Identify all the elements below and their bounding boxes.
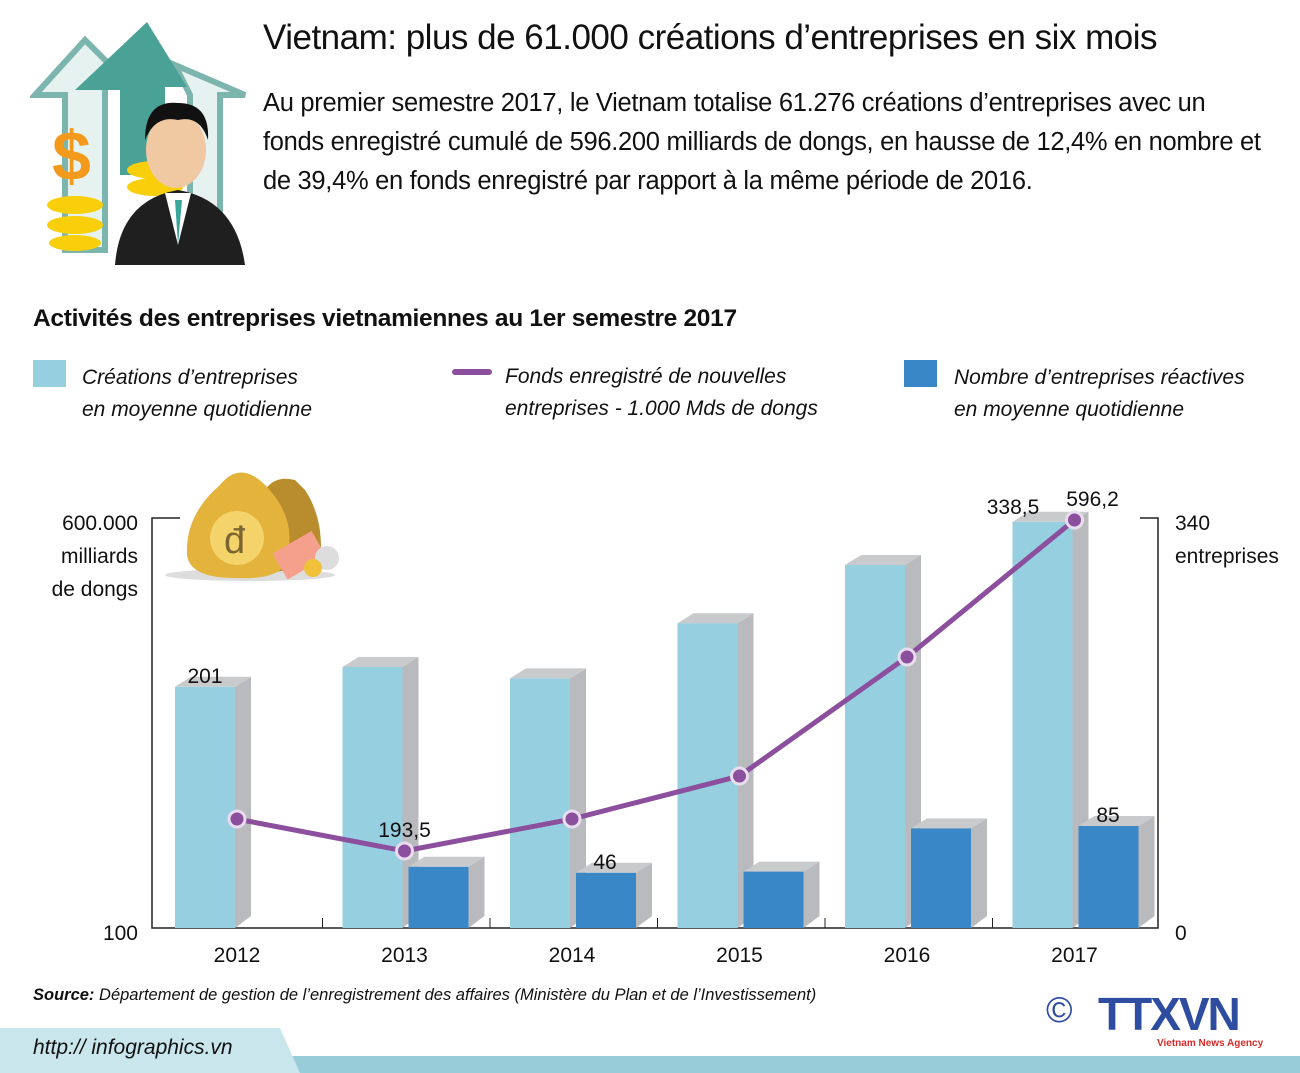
footer-url-tab <box>0 1028 300 1073</box>
legend-creations: Créations d’entreprises en moyenne quotid… <box>82 362 312 426</box>
line-point-2016 <box>897 647 917 667</box>
data-label-fonds-2017: 596,2 <box>1066 488 1119 511</box>
bar-creations-2012-side <box>235 676 251 928</box>
bar-reactives-2015-top <box>743 861 820 872</box>
bar-creations-2017 <box>1012 521 1073 928</box>
legend-text: Nombre d’entreprises réactives <box>954 366 1245 389</box>
right-axis-top-label: 340 entreprises <box>1175 507 1279 573</box>
chart-area: 2012 2013 2014 2015 2016 2017 201 193,5 46 338,5 5… <box>151 488 1159 967</box>
data-label-creations-2017: 338,5 <box>987 496 1040 519</box>
line-point-2015 <box>730 766 749 786</box>
bar-creations-2013 <box>342 667 403 928</box>
data-label-reactives-2017: 85 <box>1096 804 1119 827</box>
data-label-reactives-2014: 46 <box>593 851 616 874</box>
x-tick-label-2012: 2012 <box>214 944 261 967</box>
legend-text: Fonds enregistré de nouvelles <box>505 365 787 388</box>
axis-text: 340 <box>1175 512 1211 535</box>
source-note: Source: Département de gestion de l’enre… <box>33 986 816 1005</box>
bar-reactives-2017 <box>1078 826 1139 928</box>
bar-reactives-2013-side <box>468 856 485 928</box>
line-point-2017 <box>1065 510 1084 530</box>
copyright-icon: © <box>1046 989 1073 1030</box>
svg-text:$: $ <box>52 117 91 195</box>
ttxvn-logo: TTXVN <box>1098 988 1241 1040</box>
businessman-growth-illustration: $ <box>30 22 247 265</box>
bar-creations-2015 <box>677 623 738 928</box>
line-point-2013 <box>395 841 414 861</box>
line-point-2014 <box>562 809 582 829</box>
bar-creations-2016-top <box>845 555 921 565</box>
line-point-2012 <box>227 809 247 829</box>
x-tick-label-2015: 2015 <box>716 944 763 967</box>
bar-creations-2013-top <box>342 657 419 667</box>
chart-title: Activités des entreprises vietnamiennes … <box>33 305 737 332</box>
bar-reactives-2014-top <box>576 862 652 873</box>
legend-fonds: Fonds enregistré de nouvelles entreprises… <box>505 361 818 425</box>
intro-paragraph: Au premier semestre 2017, le Vietnam tot… <box>263 89 1261 195</box>
bar-reactives-2013-top <box>408 856 485 867</box>
axis-text: entreprises <box>1175 545 1279 568</box>
legend-text: entreprises - 1.000 Mds de dongs <box>505 397 818 420</box>
legend-swatch-fonds <box>452 369 492 375</box>
legend-text: en moyenne quotidienne <box>954 398 1185 421</box>
bar-reactives-2017-top <box>1078 816 1155 826</box>
x-tick-label-2014: 2014 <box>549 944 596 967</box>
x-tick-label-2013: 2013 <box>381 944 428 967</box>
source-text: Département de gestion de l’enregistreme… <box>94 986 817 1004</box>
right-axis-bottom-label: 0 <box>1175 922 1187 945</box>
website-link[interactable]: http:// infographics.vn <box>33 1036 233 1059</box>
bar-reactives-2017-side <box>1138 816 1155 928</box>
bar-creations-2016 <box>845 565 905 928</box>
legend-reactives: Nombre d’entreprises réactives en moyenne… <box>954 362 1245 426</box>
legend-text: Créations d’entreprises <box>82 366 298 389</box>
footer-bar <box>0 1056 1300 1073</box>
axis-frame <box>151 517 1159 929</box>
bar-reactives-2016-top <box>911 818 987 829</box>
axis-text: milliards <box>60 545 138 568</box>
ttxvn-logo-subtitle: Vietnam News Agency <box>1157 1038 1264 1049</box>
bar-creations-2012-top <box>175 676 251 687</box>
left-axis-top-label: 600.000 milliards de dongs <box>30 507 138 606</box>
bar-reactives-2015-side <box>803 861 820 928</box>
axis-text: 600.000 <box>62 512 138 535</box>
money-bag-icon: đ <box>165 472 339 581</box>
legend-swatch-reactives <box>904 360 937 387</box>
bar-creations-2014-top <box>510 668 586 679</box>
data-label-fonds-2013: 193,5 <box>378 819 431 842</box>
bar-reactives-2014 <box>576 872 636 928</box>
bar-creations-2014 <box>510 678 570 928</box>
bar-reactives-2016 <box>911 828 971 928</box>
page-title: Vietnam: plus de 61.000 créations d’entr… <box>263 18 1157 57</box>
bar-creations-2015-top <box>677 613 754 624</box>
bar-reactives-2015 <box>743 871 804 928</box>
bar-reactives-2013 <box>408 866 469 928</box>
bar-reactives-2014-side <box>636 862 652 928</box>
bar-reactives-2016-side <box>971 818 987 928</box>
bar-creations-2014-side <box>570 668 586 928</box>
legend-swatch-creations <box>33 360 66 387</box>
axis-lines <box>151 517 1159 929</box>
line-fonds <box>236 518 1077 854</box>
axis-text: de dongs <box>51 578 138 601</box>
svg-text:đ: đ <box>224 520 246 562</box>
bar-creations-2012 <box>175 686 235 928</box>
left-axis-bottom-label: 100 <box>102 922 138 945</box>
x-tick-label-2017: 2017 <box>1051 944 1098 967</box>
legend-text: en moyenne quotidienne <box>82 398 313 421</box>
data-label-creations-2012: 201 <box>187 665 222 688</box>
source-label: Source: <box>33 986 95 1004</box>
x-tick-label-2016: 2016 <box>884 944 931 967</box>
